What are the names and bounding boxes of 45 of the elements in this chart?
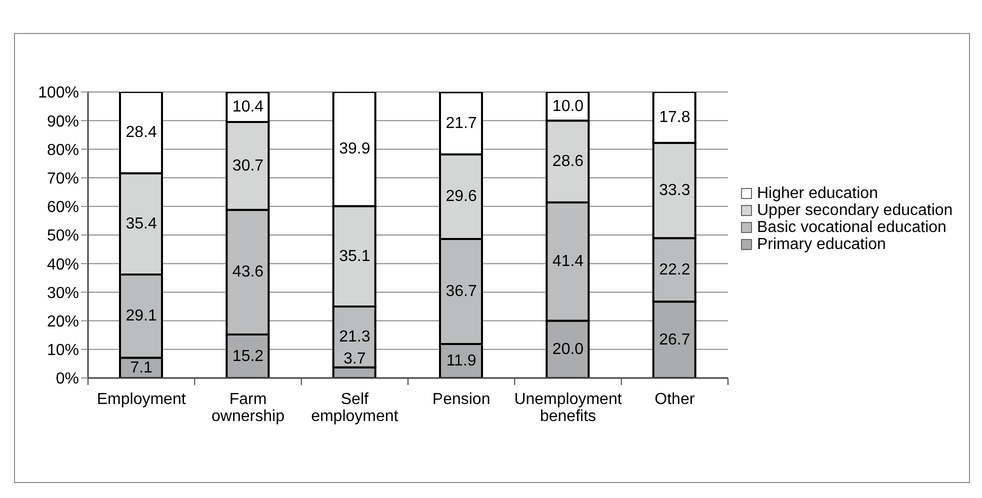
y-tick-label: 100%	[38, 84, 79, 102]
data-label: 29.6	[446, 188, 478, 206]
y-tick-label: 70%	[46, 170, 79, 188]
text: Higher education	[757, 185, 878, 202]
y-tick-label: 10%	[46, 342, 79, 360]
x-tick-label: Farm ownership	[212, 391, 285, 425]
data-label: 39.9	[339, 140, 370, 158]
y-tick-label: 90%	[46, 113, 79, 130]
x-tick-label: Self employment	[311, 391, 399, 425]
legend-label: Upper secondary education	[757, 202, 953, 219]
legend-label: Basic vocational education	[757, 219, 946, 236]
data-label: 22.2	[659, 261, 690, 278]
data-label: 35.1	[339, 248, 370, 265]
y-tick-label: 50%	[46, 228, 79, 245]
data-label: 35.4	[126, 215, 158, 232]
data-label: 28.6	[552, 153, 584, 170]
data-label: 7.1	[130, 359, 153, 376]
y-tick-label: 0%	[56, 370, 79, 388]
data-label: 36.7	[446, 282, 478, 300]
y-tick-label: 60%	[46, 199, 79, 216]
data-label: 10.0	[552, 98, 584, 115]
x-tick-label: Pension	[432, 391, 490, 408]
data-label: 20.0	[552, 340, 584, 358]
data-label: 28.4	[126, 124, 158, 142]
y-tick-label: 30%	[46, 284, 79, 302]
legend-label: Primary education	[757, 236, 886, 253]
data-label: 30.7	[232, 157, 264, 174]
x-tick-label: Other	[654, 391, 696, 408]
data-label: 41.4	[552, 253, 584, 270]
data-label: 26.7	[659, 331, 690, 348]
data-label: 29.1	[126, 308, 158, 325]
x-tick-label: Unemployment benefits	[514, 391, 622, 425]
data-label: 15.2	[232, 348, 264, 365]
data-label: 43.6	[232, 264, 264, 281]
x-tick-label: Employment	[96, 391, 186, 408]
data-label: 33.3	[659, 182, 690, 200]
y-tick-label: 40%	[46, 256, 79, 274]
data-label: 17.8	[659, 108, 690, 126]
data-label: 10.4	[232, 98, 264, 116]
data-label: 21.3	[339, 328, 370, 346]
data-label: 21.7	[446, 114, 478, 132]
data-label: 3.7	[344, 350, 366, 368]
y-tick-label: 80%	[46, 142, 79, 159]
data-label: 11.9	[446, 352, 476, 370]
y-tick-label: 20%	[46, 313, 79, 330]
